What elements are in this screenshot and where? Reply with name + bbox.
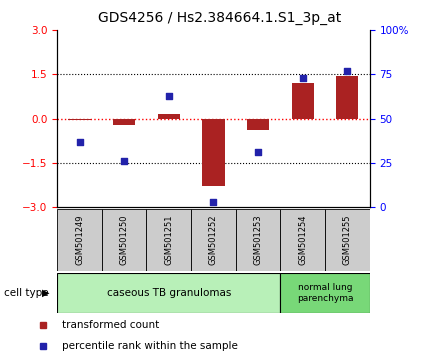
Bar	[325, 209, 370, 271]
Bar	[280, 209, 325, 271]
Text: caseous TB granulomas: caseous TB granulomas	[106, 288, 231, 298]
Text: cell type: cell type	[4, 288, 49, 298]
Text: percentile rank within the sample: percentile rank within the sample	[62, 341, 238, 351]
Point	[210, 199, 217, 205]
Bar	[336, 76, 359, 119]
Bar	[280, 273, 370, 313]
Bar	[247, 119, 269, 130]
Point	[299, 75, 306, 81]
Text: normal lung
parenchyma: normal lung parenchyma	[297, 283, 353, 303]
Bar	[191, 209, 236, 271]
Bar	[68, 119, 91, 120]
Text: GSM501253: GSM501253	[253, 215, 263, 265]
Bar	[158, 114, 180, 119]
Bar	[102, 209, 147, 271]
Text: GSM501251: GSM501251	[164, 215, 173, 265]
Text: transformed count: transformed count	[62, 320, 160, 330]
Text: GSM501255: GSM501255	[343, 215, 352, 265]
Text: GSM501252: GSM501252	[209, 215, 218, 265]
Point	[76, 139, 83, 144]
Point	[344, 68, 351, 74]
Text: GSM501249: GSM501249	[75, 215, 84, 265]
Text: GSM501250: GSM501250	[120, 215, 128, 265]
Text: ▶: ▶	[42, 288, 49, 298]
Point	[254, 149, 261, 155]
Bar	[57, 273, 280, 313]
Bar	[202, 119, 224, 187]
Bar	[147, 209, 191, 271]
Point	[121, 158, 128, 164]
Bar	[292, 83, 314, 119]
Bar	[57, 209, 102, 271]
Text: GDS4256 / Hs2.384664.1.S1_3p_at: GDS4256 / Hs2.384664.1.S1_3p_at	[99, 11, 341, 25]
Bar	[236, 209, 280, 271]
Point	[165, 93, 172, 98]
Bar	[113, 119, 136, 125]
Text: GSM501254: GSM501254	[298, 215, 307, 265]
